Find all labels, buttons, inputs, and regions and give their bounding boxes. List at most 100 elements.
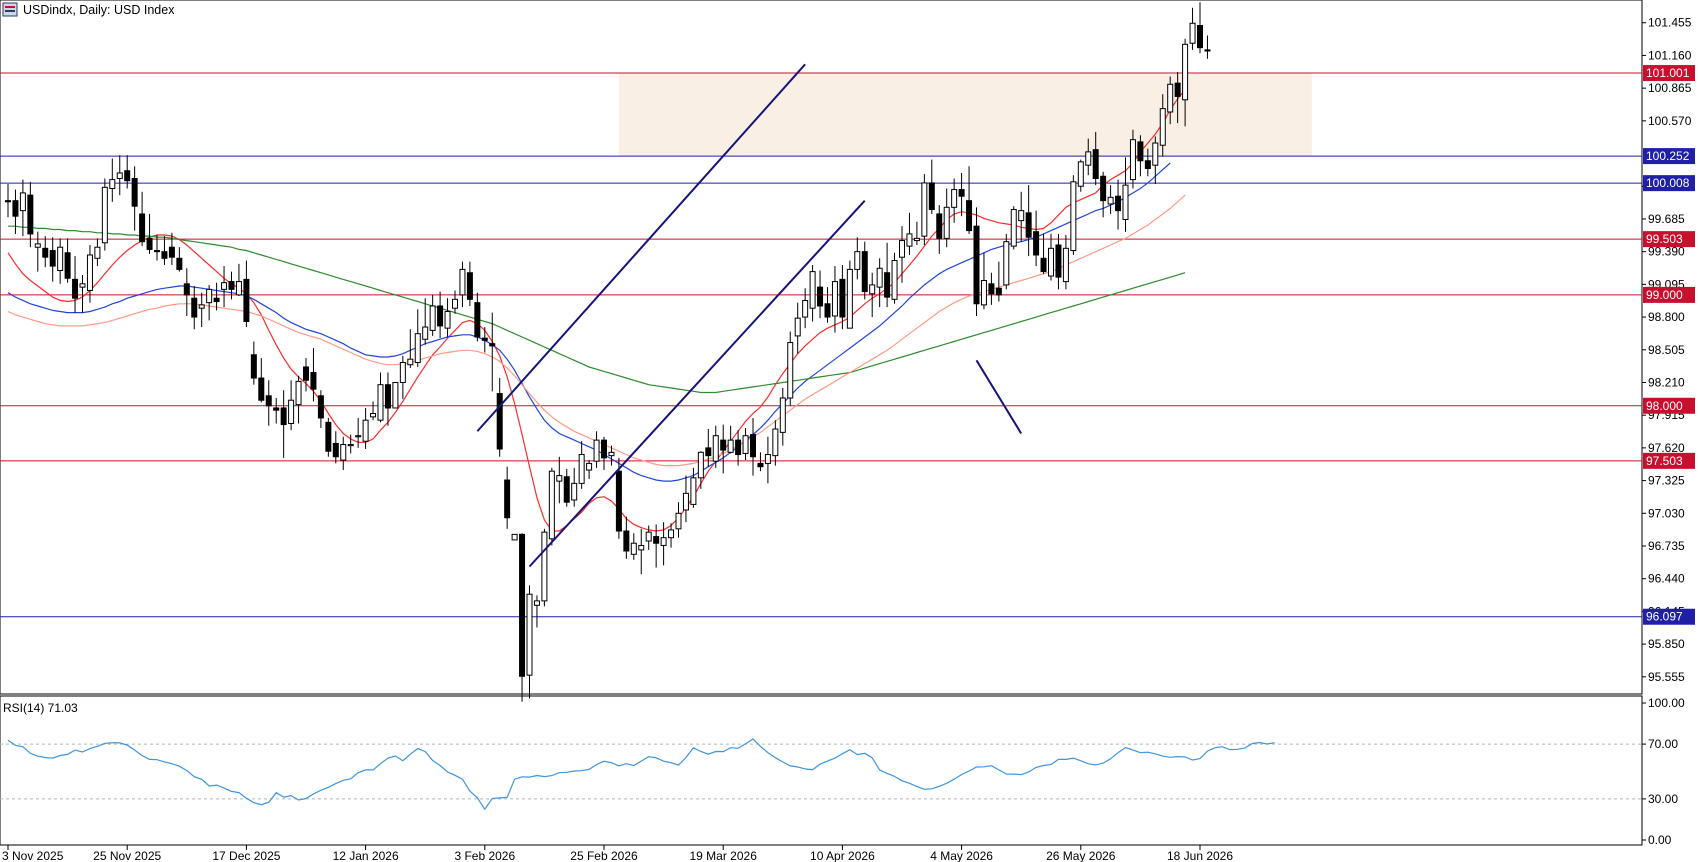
candle	[541, 528, 548, 607]
candle	[980, 252, 987, 310]
candle	[459, 261, 466, 308]
candle	[1048, 233, 1054, 281]
candle	[884, 242, 891, 308]
trend-line	[528, 199, 866, 568]
level-label: 97.503	[1646, 454, 1683, 468]
candle-body	[831, 281, 838, 317]
candle	[668, 523, 675, 548]
candle	[466, 261, 473, 306]
candle	[168, 232, 175, 265]
candle	[757, 452, 764, 472]
candle	[1129, 129, 1136, 189]
candle	[213, 282, 220, 311]
candle	[779, 388, 786, 446]
candle-body	[817, 286, 824, 307]
level-label-box	[1643, 286, 1695, 303]
price-tick-label: 101.455	[1648, 16, 1692, 30]
candle	[556, 456, 563, 504]
candle	[660, 522, 667, 566]
candle-body	[973, 225, 980, 305]
candle	[548, 467, 555, 546]
candle-body	[1174, 82, 1181, 97]
candle-body	[280, 407, 287, 426]
price-tick-label: 101.160	[1648, 48, 1692, 62]
candle-body	[511, 533, 518, 541]
candle	[697, 451, 704, 489]
level-label: 101.001	[1646, 66, 1690, 80]
candle-body	[258, 377, 265, 401]
candle-body	[183, 283, 190, 296]
candle-body	[228, 281, 235, 290]
candle-body	[1204, 49, 1211, 52]
candle-body	[913, 237, 920, 242]
candle	[146, 213, 153, 254]
trend-lines[interactable]	[476, 63, 1023, 568]
candle-body	[1137, 141, 1144, 162]
candle	[839, 264, 846, 330]
candle	[1085, 138, 1092, 176]
candle-body	[1182, 43, 1189, 101]
candle-body	[1189, 22, 1196, 44]
candle-body	[995, 287, 1002, 296]
candle-body	[742, 435, 749, 454]
candle	[72, 256, 79, 313]
candle	[921, 174, 928, 246]
candle-body	[630, 542, 637, 555]
candle	[608, 445, 615, 466]
candle	[988, 272, 995, 305]
candle	[19, 179, 26, 237]
candle	[131, 166, 138, 231]
candle-body	[325, 421, 332, 452]
candle	[124, 155, 131, 189]
candlesticks	[5, 2, 1211, 702]
candle-body	[377, 384, 384, 421]
candle	[250, 341, 257, 385]
candle	[154, 235, 160, 261]
candle	[1115, 179, 1122, 230]
candle	[5, 184, 11, 218]
candle	[854, 237, 861, 280]
candle	[593, 431, 600, 468]
candle	[1137, 135, 1144, 177]
candle	[57, 238, 64, 284]
candle-body	[601, 439, 607, 459]
candle	[198, 292, 205, 328]
candle-body	[332, 442, 339, 458]
candle	[705, 429, 712, 467]
candle-body	[578, 454, 585, 484]
candle-body	[720, 439, 727, 451]
level-label: 100.008	[1646, 176, 1690, 190]
candle-body	[735, 439, 742, 456]
candle-body	[295, 380, 302, 406]
candle	[273, 397, 280, 424]
candle-body	[824, 303, 831, 318]
candle	[906, 212, 913, 255]
candle-body	[124, 170, 131, 182]
price-tick-label: 99.390	[1648, 245, 1685, 259]
candle-body	[712, 435, 719, 462]
candle-body	[556, 475, 563, 482]
date-tick-label: 3 Feb 2026	[454, 849, 515, 862]
date-tick-label: 18 Jun 2026	[1167, 849, 1233, 862]
candle-body	[705, 447, 712, 457]
candle	[817, 270, 824, 319]
candle-body	[638, 544, 645, 551]
candle	[228, 271, 235, 300]
candle-body	[235, 281, 242, 296]
price-tick-label: 97.620	[1648, 441, 1685, 455]
candle-body	[928, 182, 935, 211]
candle-body	[727, 439, 734, 453]
level-label-box	[1643, 231, 1695, 248]
candle-body	[779, 397, 786, 433]
candle-body	[422, 326, 429, 340]
candle	[504, 466, 511, 529]
candle-body	[1062, 247, 1069, 283]
candle-body	[988, 283, 995, 295]
candle-body	[1129, 139, 1136, 181]
candle-body	[265, 395, 272, 407]
candle	[1182, 38, 1189, 127]
candle-body	[49, 250, 56, 267]
candle-body	[653, 536, 660, 544]
candle	[720, 424, 727, 474]
